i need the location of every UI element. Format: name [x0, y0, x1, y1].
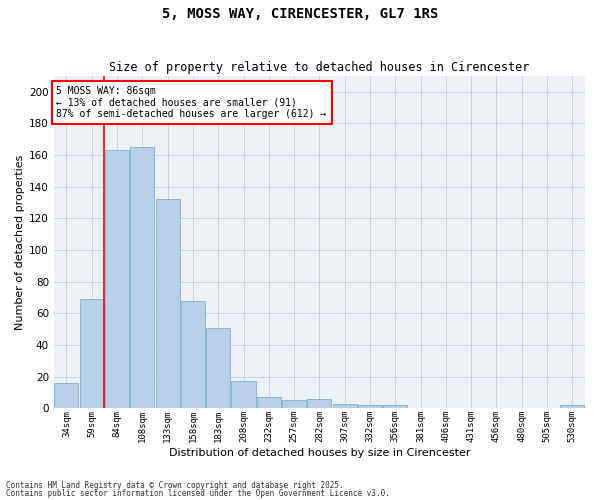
Y-axis label: Number of detached properties: Number of detached properties — [15, 154, 25, 330]
Bar — [282, 400, 306, 408]
Bar — [55, 383, 79, 408]
Text: 5 MOSS WAY: 86sqm
← 13% of detached houses are smaller (91)
87% of semi-detached: 5 MOSS WAY: 86sqm ← 13% of detached hous… — [56, 86, 326, 119]
Bar — [307, 399, 331, 408]
Title: Size of property relative to detached houses in Cirencester: Size of property relative to detached ho… — [109, 62, 530, 74]
Bar — [383, 405, 407, 408]
X-axis label: Distribution of detached houses by size in Cirencester: Distribution of detached houses by size … — [169, 448, 470, 458]
Text: Contains public sector information licensed under the Open Government Licence v3: Contains public sector information licen… — [6, 489, 390, 498]
Text: Contains HM Land Registry data © Crown copyright and database right 2025.: Contains HM Land Registry data © Crown c… — [6, 480, 344, 490]
Bar — [206, 328, 230, 408]
Bar — [105, 150, 129, 408]
Text: 5, MOSS WAY, CIRENCESTER, GL7 1RS: 5, MOSS WAY, CIRENCESTER, GL7 1RS — [162, 8, 438, 22]
Bar — [332, 404, 357, 408]
Bar — [232, 382, 256, 408]
Bar — [80, 299, 104, 408]
Bar — [181, 300, 205, 408]
Bar — [560, 405, 584, 408]
Bar — [155, 199, 179, 408]
Bar — [257, 397, 281, 408]
Bar — [130, 147, 154, 408]
Bar — [358, 405, 382, 408]
